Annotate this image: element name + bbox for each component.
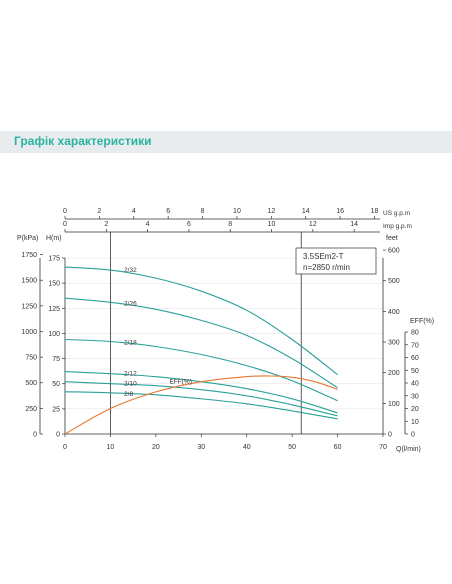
efficiency-curve	[64, 375, 338, 435]
eff-tick-label: 30	[411, 393, 419, 400]
x-tick-label: 50	[288, 444, 296, 451]
us-tick-label: 8	[201, 208, 205, 215]
x-axis-label: Q(l/min)	[396, 446, 421, 453]
curve-label: 2/26	[124, 300, 137, 307]
feet-axis-label: feet	[386, 235, 398, 242]
h-tick-label: 100	[48, 331, 60, 338]
p-tick-label: 1000	[21, 329, 37, 336]
x-tick-label: 30	[197, 444, 205, 451]
feet-tick-label: 600	[388, 248, 400, 255]
x-tick-label: 40	[243, 444, 251, 451]
imp-tick-label: 2	[104, 221, 108, 228]
p-tick-label: 0	[33, 432, 37, 439]
x-tick-label: 70	[379, 444, 387, 451]
h-tick-label: 25	[52, 406, 60, 413]
imp-tick-label: 12	[309, 221, 317, 228]
imp-tick-label: 10	[268, 221, 276, 228]
imp-tick-label: 8	[228, 221, 232, 228]
head-curve	[64, 297, 338, 389]
us-tick-label: 14	[302, 208, 310, 215]
imp-tick-label: 6	[187, 221, 191, 228]
us-tick-label: 18	[371, 208, 379, 215]
h-tick-label: 75	[52, 356, 60, 363]
feet-tick-label: 200	[388, 370, 400, 377]
feet-tick-label: 100	[388, 401, 400, 408]
eff-tick-label: 10	[411, 419, 419, 426]
model-box	[295, 247, 377, 275]
eff-tick-label: 80	[411, 330, 419, 337]
p-tick-label: 1500	[21, 278, 37, 285]
us-tick-label: 2	[97, 208, 101, 215]
x-tick-label: 20	[152, 444, 160, 451]
feet-tick-label: 500	[388, 278, 400, 285]
h-axis-label: H(m)	[46, 235, 62, 242]
imp-axis-label: Imp g.p.m	[383, 223, 412, 230]
curve-label: 2/32	[124, 267, 137, 274]
model-label: 3.5SEm2-T	[303, 252, 344, 261]
imp-tick-label: 4	[146, 221, 150, 228]
imp-tick-label: 0	[63, 221, 67, 228]
p-tick-label: 750	[25, 355, 37, 362]
h-tick-label: 125	[48, 306, 60, 313]
x-tick-label: 0	[63, 444, 67, 451]
eff-tick-label: 50	[411, 368, 419, 375]
eff-tick-label: 70	[411, 342, 419, 349]
eff-tick-label: 60	[411, 355, 419, 362]
header-bar	[0, 131, 452, 153]
curve-label: 2/18	[124, 339, 137, 346]
page-title: Графік характеристики	[14, 134, 152, 148]
curve-label: 2/12	[124, 371, 137, 378]
head-curve	[64, 266, 338, 376]
p-tick-label: 1750	[21, 252, 37, 259]
us-tick-label: 10	[233, 208, 241, 215]
us-tick-label: 0	[63, 208, 67, 215]
h-tick-label: 50	[52, 381, 60, 388]
us-tick-label: 12	[267, 208, 275, 215]
eff-tick-label: 20	[411, 406, 419, 413]
curve-label: 2/10	[124, 381, 137, 388]
feet-tick-label: 0	[388, 432, 392, 439]
us-tick-label: 6	[166, 208, 170, 215]
curve-label: 2/8	[124, 391, 133, 398]
us-tick-label: 4	[132, 208, 136, 215]
us-tick-label: 16	[336, 208, 344, 215]
head-curve	[64, 381, 338, 417]
speed-label: n=2850 r/min	[303, 263, 350, 272]
h-tick-label: 0	[56, 432, 60, 439]
imp-tick-label: 14	[350, 221, 358, 228]
x-tick-label: 10	[107, 444, 115, 451]
p-tick-label: 250	[25, 406, 37, 413]
feet-tick-label: 300	[388, 340, 400, 347]
us-axis-label: US g.p.m	[383, 210, 410, 217]
head-curve	[64, 338, 338, 402]
eff-axis-label: EFF(%)	[410, 318, 434, 325]
h-tick-label: 175	[48, 256, 60, 263]
head-curve	[64, 391, 338, 420]
p-axis-label: P(kPa)	[17, 235, 38, 242]
p-tick-label: 1250	[21, 303, 37, 310]
feet-tick-label: 400	[388, 309, 400, 316]
x-tick-label: 60	[334, 444, 342, 451]
eff-tick-label: 0	[411, 432, 415, 439]
eff-tick-label: 40	[411, 381, 419, 388]
curve-label: EFF(%)	[169, 379, 191, 386]
p-tick-label: 500	[25, 380, 37, 387]
h-tick-label: 150	[48, 281, 60, 288]
